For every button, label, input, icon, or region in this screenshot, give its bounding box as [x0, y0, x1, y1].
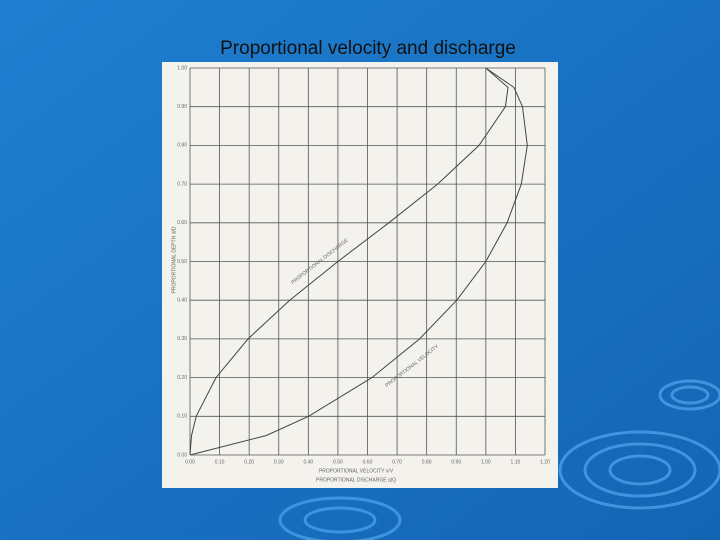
x-tick-label: 0.90 [451, 459, 461, 465]
x-axis-label: PROPORTIONAL VELOCITY v/V [319, 468, 394, 474]
chart-panel [162, 62, 558, 488]
y-tick-label: 0.30 [177, 336, 187, 342]
y-tick-label: 0.70 [177, 181, 187, 187]
curve [189, 67, 528, 456]
x-tick-label: 0.20 [244, 459, 254, 465]
x-tick-label: 1.00 [481, 459, 491, 465]
x-tick-label: 0.50 [333, 459, 343, 465]
x-tick-label: 0.40 [303, 459, 313, 465]
y-axis-label: PROPORTIONAL DEPTH d/D [171, 226, 177, 293]
y-tick-label: 0.50 [177, 259, 187, 265]
x-tick-label: 0.70 [392, 459, 402, 465]
chart-title: Proportional velocity and discharge [220, 38, 516, 59]
y-tick-label: 0.20 [177, 375, 187, 381]
y-tick-label: 0.90 [177, 104, 187, 110]
y-tick-label: 0.40 [177, 298, 187, 304]
curve [189, 67, 509, 456]
y-tick-label: 0.10 [177, 414, 187, 420]
x-tick-label: 1.20 [540, 459, 550, 465]
y-tick-label: 0.00 [177, 452, 187, 458]
x-tick-label: 0.80 [422, 459, 432, 465]
x-tick-label: 0.10 [215, 459, 225, 465]
x-tick-label: 0.00 [185, 459, 195, 465]
y-tick-label: 0.80 [177, 143, 187, 149]
x-tick-label: 0.60 [363, 459, 373, 465]
x-tick-label: 1.10 [511, 459, 521, 465]
x-tick-label: 0.30 [274, 459, 284, 465]
y-tick-label: 1.00 [177, 65, 187, 71]
x-axis-label: PROPORTIONAL DISCHARGE q/Q [316, 477, 396, 483]
ripples [278, 379, 720, 540]
y-tick-label: 0.60 [177, 220, 187, 226]
